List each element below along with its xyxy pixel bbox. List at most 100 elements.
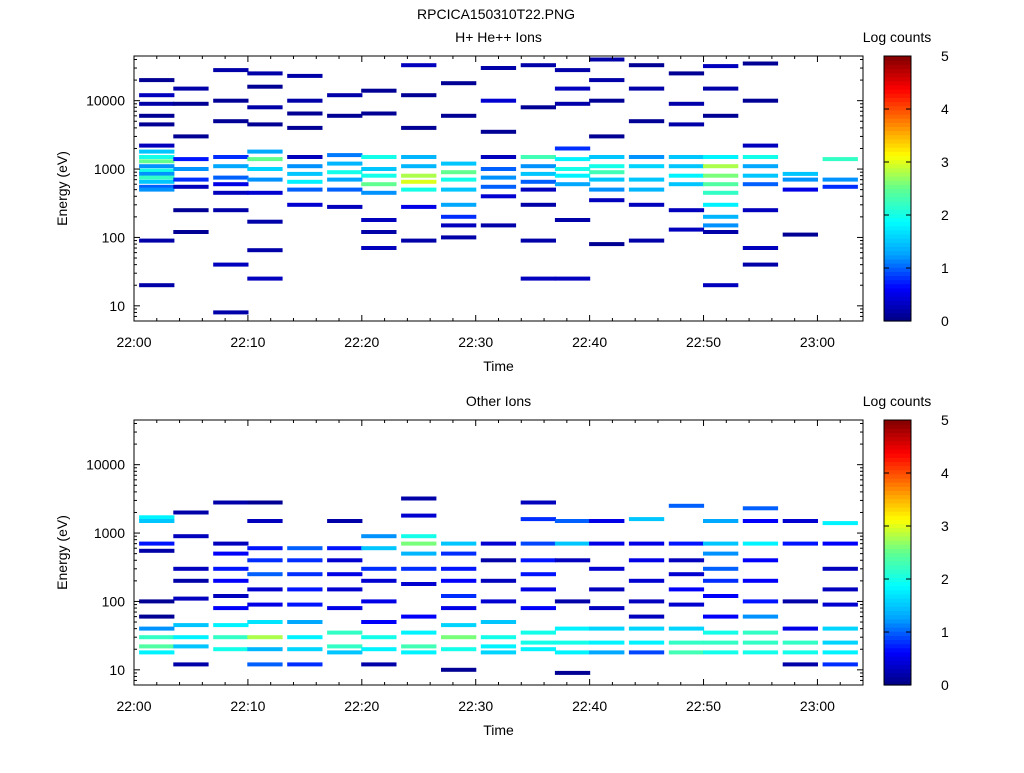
- heatmap-cell: [782, 519, 818, 523]
- y-axis-label: Energy (eV): [54, 515, 70, 590]
- heatmap-cell: [247, 149, 283, 154]
- heatmap-cell: [742, 599, 779, 604]
- heatmap-cell: [668, 572, 705, 577]
- colorbar-segment: [884, 89, 911, 94]
- heatmap-cell: [742, 541, 779, 546]
- heatmap-cell: [247, 572, 283, 577]
- heatmap-cell: [287, 155, 323, 159]
- heatmap-cell: [742, 98, 779, 103]
- colorbar-segment: [884, 316, 911, 322]
- heatmap-cell: [247, 105, 283, 110]
- heatmap-cell: [554, 640, 591, 645]
- colorbar-segment: [884, 217, 911, 223]
- heatmap-cell: [628, 164, 665, 169]
- colorbar-segment: [884, 258, 911, 264]
- heatmap-cell: [139, 164, 175, 169]
- x-tick-label: 22:40: [572, 698, 607, 714]
- colorbar-segment: [884, 246, 911, 252]
- heatmap-cell: [247, 177, 283, 182]
- colorbar-segment: [884, 147, 911, 152]
- colorbar-segment: [884, 676, 911, 682]
- colorbar-segment: [884, 531, 911, 537]
- heatmap-cell: [520, 238, 556, 243]
- heatmap-cell: [668, 173, 705, 178]
- colorbar-segment: [884, 585, 911, 591]
- colorbar-segment: [884, 564, 911, 570]
- colorbar-segment: [884, 540, 911, 545]
- heatmap-cell: [401, 93, 437, 98]
- heatmap-cell: [480, 650, 517, 655]
- colorbar-segment: [884, 672, 911, 678]
- heatmap-cell: [554, 541, 591, 546]
- heatmap-cell: [247, 546, 283, 551]
- heatmap-cell: [441, 170, 477, 175]
- figure-title: RPCICA150310T22.PNG: [417, 6, 575, 22]
- heatmap-cell: [554, 276, 591, 281]
- heatmap-cell: [822, 602, 858, 607]
- colorbar-segment: [884, 97, 911, 103]
- heatmap-cell: [554, 599, 591, 604]
- colorbar-segment: [884, 93, 911, 99]
- heatmap-cell: [589, 164, 625, 169]
- heatmap-cell: [361, 88, 397, 93]
- y-tick-label: 1000: [94, 161, 125, 177]
- colorbar-tick-label: 1: [941, 260, 949, 276]
- heatmap-cell: [628, 640, 665, 645]
- colorbar-segment: [884, 552, 911, 558]
- heatmap-cell: [173, 86, 209, 91]
- heatmap-cell: [520, 179, 556, 184]
- heatmap-cell: [139, 184, 175, 189]
- heatmap-cell: [520, 105, 556, 110]
- heatmap-cell: [520, 572, 556, 577]
- heatmap-cell: [213, 623, 249, 628]
- heatmap-cell: [441, 214, 477, 219]
- heatmap-cell: [173, 635, 209, 640]
- heatmap-cell: [173, 134, 209, 139]
- heatmap-cell: [213, 155, 249, 159]
- heatmap-cell: [782, 232, 818, 237]
- heatmap-cell: [589, 242, 625, 247]
- colorbar-tick-label: 0: [941, 313, 949, 329]
- heatmap-cell: [247, 558, 283, 563]
- heatmap-cell: [247, 500, 283, 505]
- colorbar-segment: [884, 271, 911, 277]
- heatmap-cell: [703, 541, 739, 546]
- x-tick-label: 22:40: [572, 334, 607, 350]
- heatmap-cell: [213, 182, 249, 187]
- colorbar-segment: [884, 188, 911, 194]
- heatmap-cell: [401, 187, 437, 192]
- heatmap-cell: [401, 566, 437, 571]
- colorbar-segment: [884, 490, 911, 496]
- heatmap-cell: [213, 208, 249, 213]
- heatmap-cell: [480, 66, 517, 70]
- heatmap-cell: [589, 606, 625, 611]
- heatmap-cell: [327, 606, 363, 611]
- heatmap-cell: [742, 614, 779, 619]
- colorbar-segment: [884, 213, 911, 219]
- heatmap-cell: [213, 119, 249, 124]
- heatmap-cell: [247, 219, 283, 224]
- x-tick-label: 23:00: [800, 698, 835, 714]
- heatmap-cell: [589, 198, 625, 203]
- heatmap-cell: [703, 164, 739, 169]
- heatmap-cell: [441, 667, 477, 672]
- x-tick-label: 22:30: [458, 334, 493, 350]
- heatmap-cell: [361, 599, 397, 604]
- colorbar-segment: [884, 498, 911, 504]
- heatmap-cell: [361, 182, 397, 187]
- heatmap-cell: [480, 635, 517, 640]
- heatmap-cell: [247, 276, 283, 281]
- heatmap-cell: [441, 623, 477, 628]
- colorbar-segment: [884, 68, 911, 74]
- heatmap-cell: [628, 86, 665, 91]
- colorbar-segment: [884, 118, 911, 123]
- heatmap-cell: [703, 202, 739, 207]
- heatmap-cell: [628, 517, 665, 522]
- heatmap-cell: [287, 164, 323, 169]
- heatmap-cell: [287, 187, 323, 192]
- heatmap-cell: [520, 155, 556, 159]
- colorbar-segment: [884, 287, 911, 293]
- heatmap-cell: [520, 640, 556, 645]
- heatmap-cell: [327, 161, 363, 166]
